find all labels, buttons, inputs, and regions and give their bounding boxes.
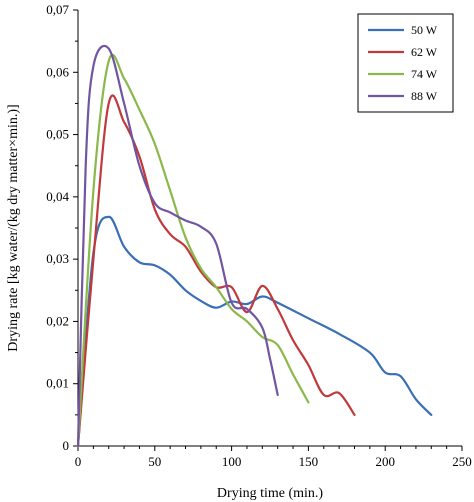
x-tick-label: 100 bbox=[222, 454, 242, 469]
legend-label: 62 W bbox=[411, 45, 438, 59]
x-tick-label: 150 bbox=[299, 454, 319, 469]
x-axis-label: Drying time (min.) bbox=[217, 486, 323, 501]
y-tick-label: 0,04 bbox=[46, 189, 69, 204]
legend-label: 74 W bbox=[411, 67, 438, 81]
series-line-50-w bbox=[76, 215, 433, 448]
y-tick-label: 0 bbox=[63, 438, 70, 453]
x-tick-label: 50 bbox=[148, 454, 161, 469]
y-tick-label: 0,03 bbox=[46, 251, 69, 266]
x-tick-label: 200 bbox=[375, 454, 395, 469]
legend: 50 W 62 W 74 W 88 W bbox=[357, 13, 454, 113]
x-tick-label: 250 bbox=[452, 454, 472, 469]
x-ticks: 0 50 100 150 200 250 bbox=[75, 446, 472, 469]
y-tick-label: 0,02 bbox=[46, 313, 69, 328]
series-line-74-w bbox=[76, 53, 310, 448]
series-line-88-w bbox=[76, 44, 279, 448]
legend-label: 88 W bbox=[411, 89, 438, 103]
y-tick-label: 0,05 bbox=[46, 127, 69, 142]
y-ticks: 0 0,01 0,02 0,03 0,04 0,05 0,06 0,07 bbox=[46, 2, 78, 453]
y-tick-label: 0,06 bbox=[46, 64, 69, 79]
legend-box bbox=[357, 13, 454, 113]
series-layer bbox=[76, 44, 433, 448]
y-tick-label: 0,07 bbox=[46, 2, 69, 17]
x-tick-label: 0 bbox=[75, 454, 82, 469]
y-axis-label: Drying rate [kg water/(kg dry matter×min… bbox=[6, 104, 21, 351]
y-tick-label: 0,01 bbox=[46, 376, 69, 391]
series-line-62-w bbox=[76, 94, 356, 448]
legend-label: 50 W bbox=[411, 23, 438, 37]
